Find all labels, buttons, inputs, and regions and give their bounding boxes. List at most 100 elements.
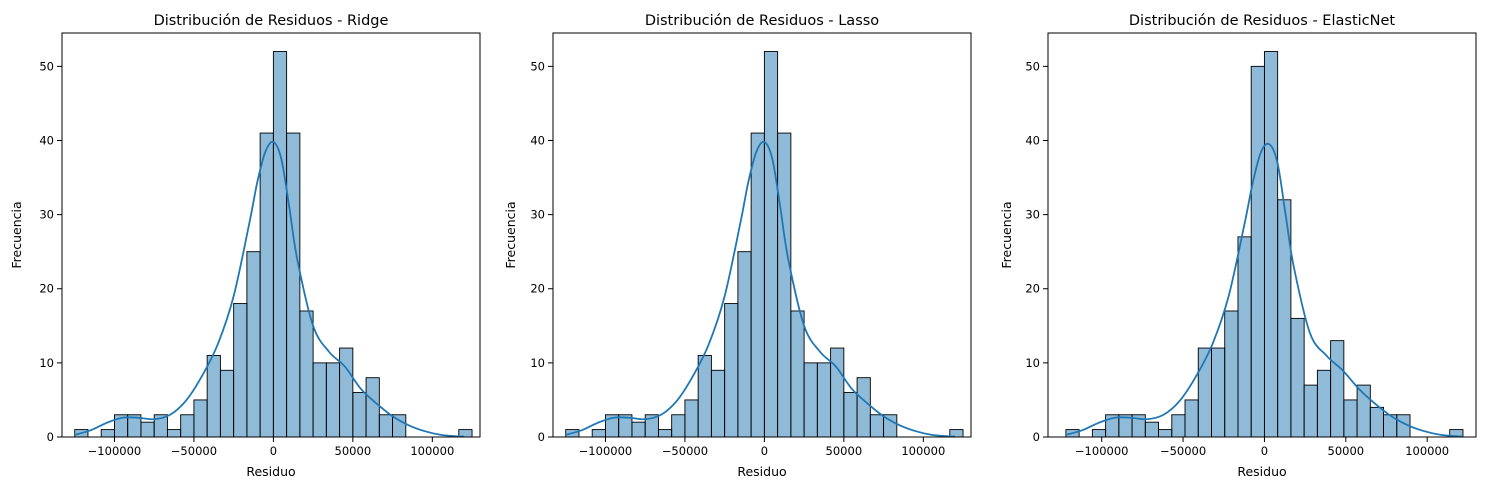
kde-curve bbox=[74, 140, 465, 438]
histogram-bars bbox=[565, 51, 964, 438]
histogram-bar bbox=[816, 362, 832, 438]
histogram-bar bbox=[286, 132, 301, 438]
x-axis-ticks: −100000 −50000 0 50000 100000 bbox=[579, 437, 945, 458]
y-axis-ticks: 0 10 20 30 40 50 bbox=[39, 59, 62, 444]
histogram-bar bbox=[591, 429, 606, 438]
histogram-bar bbox=[325, 362, 341, 438]
y-axis-label: Frecuencia bbox=[503, 201, 518, 268]
y-tick-label: 50 bbox=[530, 59, 545, 73]
x-tick-label: −50000 bbox=[171, 444, 217, 458]
histogram-bar bbox=[365, 377, 380, 438]
histogram-bar bbox=[1263, 51, 1279, 438]
x-tick-label: −100000 bbox=[579, 444, 633, 458]
plot-frame bbox=[1047, 32, 1477, 438]
x-axis-label: Residuo bbox=[246, 464, 295, 479]
y-tick-label: 0 bbox=[538, 430, 545, 444]
x-tick-label: −50000 bbox=[662, 444, 708, 458]
histogram-bar bbox=[140, 421, 155, 438]
y-tick-label: 10 bbox=[1025, 356, 1040, 370]
histogram-bar bbox=[1144, 421, 1159, 438]
histogram-bar bbox=[1184, 399, 1199, 438]
y-tick-label: 20 bbox=[1025, 282, 1040, 296]
subplot-ridge: Distribución de Residuos - Ridge Residuo… bbox=[9, 13, 481, 479]
x-tick-label: 0 bbox=[270, 444, 277, 458]
y-tick-label: 30 bbox=[1025, 208, 1040, 222]
kde-curve bbox=[565, 140, 956, 438]
histogram-bar bbox=[631, 421, 646, 438]
histogram-bar bbox=[233, 303, 248, 438]
y-tick-label: 0 bbox=[1033, 430, 1040, 444]
histogram-bar bbox=[1211, 347, 1226, 438]
histogram-bar bbox=[1237, 236, 1252, 438]
y-tick-label: 40 bbox=[1025, 133, 1040, 147]
x-tick-label: 100000 bbox=[901, 444, 945, 458]
histogram-bar bbox=[869, 414, 885, 438]
histogram-bar bbox=[830, 347, 845, 438]
histogram-bar bbox=[166, 429, 182, 438]
histogram-bar bbox=[750, 132, 765, 438]
x-tick-label: −50000 bbox=[1160, 444, 1206, 458]
histogram-bar bbox=[737, 251, 752, 438]
histogram-bar bbox=[777, 132, 792, 438]
x-tick-label: 50000 bbox=[1328, 444, 1365, 458]
histogram-bar bbox=[272, 51, 288, 438]
x-tick-label: 0 bbox=[761, 444, 768, 458]
histogram-bar bbox=[724, 303, 739, 438]
histogram-bar bbox=[697, 355, 712, 438]
histogram-bar bbox=[1290, 317, 1305, 438]
histogram-bar bbox=[763, 51, 779, 438]
histogram-bar bbox=[1330, 340, 1345, 438]
histogram-bar bbox=[657, 429, 673, 438]
x-axis-label: Residuo bbox=[1237, 464, 1286, 479]
histogram-bar bbox=[1303, 384, 1318, 438]
y-tick-label: 0 bbox=[47, 430, 54, 444]
histogram-bar bbox=[1369, 406, 1385, 438]
x-axis-ticks: −100000 −50000 0 50000 100000 bbox=[1075, 437, 1449, 458]
histogram-bars bbox=[74, 51, 473, 438]
y-axis-ticks: 0 10 20 30 40 50 bbox=[1025, 59, 1048, 444]
y-tick-label: 50 bbox=[1025, 59, 1040, 73]
x-tick-label: 0 bbox=[1261, 444, 1268, 458]
histogram-bar bbox=[193, 399, 208, 438]
y-tick-label: 30 bbox=[39, 208, 54, 222]
x-tick-label: 100000 bbox=[410, 444, 454, 458]
histogram-bars bbox=[1065, 51, 1464, 438]
x-tick-label: 100000 bbox=[1405, 444, 1449, 458]
histogram-bar bbox=[1171, 414, 1186, 438]
histogram-bar bbox=[180, 414, 195, 438]
y-tick-label: 40 bbox=[530, 133, 545, 147]
histogram-bar bbox=[843, 392, 858, 438]
x-tick-label: −100000 bbox=[1075, 444, 1129, 458]
y-tick-label: 50 bbox=[39, 59, 54, 73]
chart-title: Distribución de Residuos - Lasso bbox=[645, 13, 879, 29]
histogram-bar bbox=[1224, 310, 1239, 438]
y-axis-label: Frecuencia bbox=[999, 201, 1014, 268]
histogram-bar bbox=[1091, 429, 1107, 438]
histogram-bar bbox=[246, 251, 261, 438]
histogram-bar bbox=[299, 310, 314, 438]
histogram-bar bbox=[259, 132, 274, 438]
histogram-bar bbox=[856, 377, 871, 438]
x-axis-label: Residuo bbox=[737, 464, 786, 479]
histogram-bar bbox=[1343, 399, 1358, 438]
histogram-bar bbox=[378, 414, 394, 438]
y-tick-label: 10 bbox=[530, 356, 545, 370]
x-tick-label: 50000 bbox=[335, 444, 372, 458]
histogram-bar bbox=[1158, 429, 1173, 438]
histogram-bar bbox=[684, 399, 699, 438]
histogram-bar bbox=[1316, 369, 1332, 438]
subplot-lasso: Distribución de Residuos - Lasso Residuo… bbox=[503, 13, 972, 479]
plot-frame bbox=[61, 32, 481, 438]
chart-title: Distribución de Residuos - ElasticNet bbox=[1129, 13, 1396, 29]
histogram-bar bbox=[312, 362, 327, 438]
histogram-bar bbox=[790, 310, 805, 438]
y-tick-label: 20 bbox=[530, 282, 545, 296]
histogram-bar bbox=[100, 429, 115, 438]
histogram-bar bbox=[803, 362, 818, 438]
y-tick-label: 20 bbox=[39, 282, 54, 296]
kde-curve bbox=[1065, 142, 1464, 438]
histogram-bar bbox=[219, 369, 235, 438]
x-axis-ticks: −100000 −50000 0 50000 100000 bbox=[88, 437, 454, 458]
histogram-bar bbox=[671, 414, 686, 438]
